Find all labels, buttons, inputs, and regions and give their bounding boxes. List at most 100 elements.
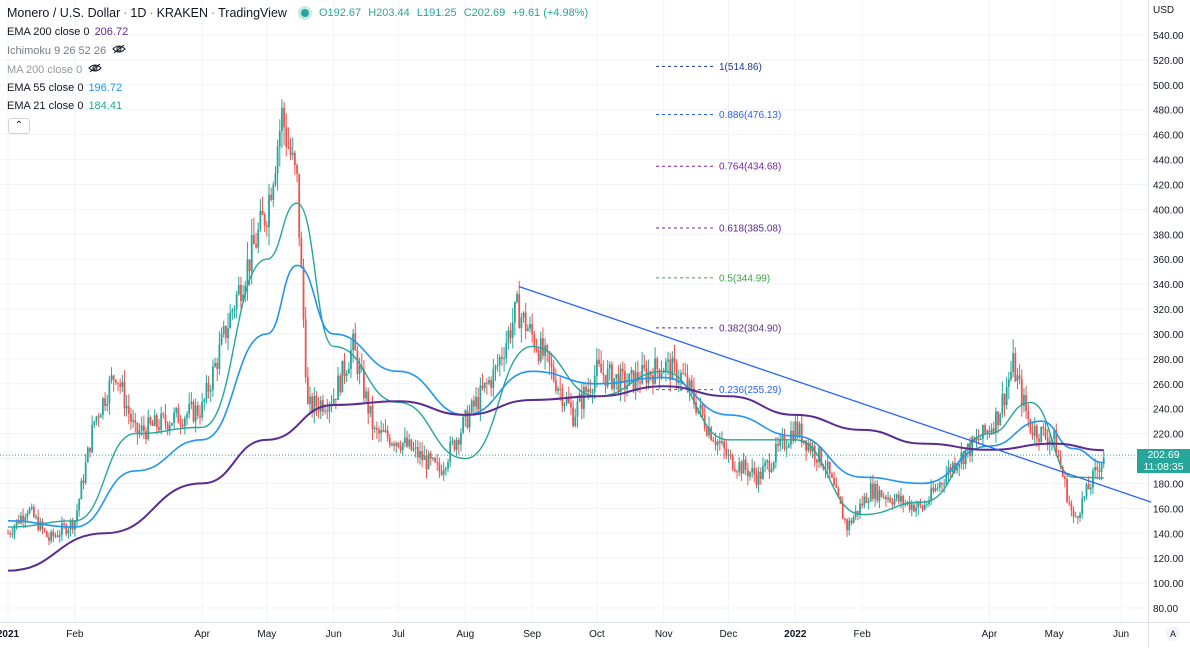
candle-body	[1044, 428, 1047, 438]
candle-body	[841, 503, 844, 519]
candle-body	[58, 534, 61, 537]
candle-body	[608, 364, 611, 369]
candle-body	[285, 127, 288, 147]
candle-body	[222, 326, 225, 335]
candle-body	[274, 173, 277, 185]
candle-body	[734, 469, 736, 472]
time-tick-label: Feb	[854, 629, 872, 640]
candle-body	[826, 461, 829, 470]
candle-body	[173, 412, 175, 423]
indicator-ichimoku[interactable]: Ichimoku 9 26 52 26	[7, 44, 126, 57]
candle-body	[291, 152, 294, 156]
auto-scale-button[interactable]: A	[1166, 627, 1180, 641]
candle-body	[358, 365, 361, 375]
candle-body	[684, 373, 687, 375]
candle-body	[958, 463, 961, 468]
candle-body	[938, 482, 941, 488]
interval-label[interactable]: 1D	[130, 6, 147, 20]
candle-body	[1094, 467, 1097, 471]
price-tick-label: 240.00	[1153, 405, 1184, 416]
candle-body	[498, 357, 501, 365]
candle-body	[805, 440, 807, 451]
candle-body	[205, 382, 208, 400]
candle-body	[975, 437, 978, 441]
price-tick-label: 140.00	[1153, 529, 1184, 540]
candle-body	[1014, 353, 1017, 382]
candle-body	[1098, 470, 1101, 472]
candle-body	[526, 328, 529, 331]
candle-body	[119, 383, 122, 387]
candle-body	[337, 375, 339, 400]
symbol-title[interactable]: Monero / U.S. Dollar	[7, 6, 121, 20]
candle-body	[658, 369, 661, 379]
candle-body	[341, 360, 344, 393]
indicator-ma200[interactable]: MA 200 close 0	[7, 63, 102, 76]
candle-body	[196, 405, 199, 416]
candle-body	[227, 327, 229, 339]
candle-body	[216, 362, 219, 369]
time-tick-label: Jul	[392, 629, 405, 640]
candle-body	[736, 471, 738, 473]
candle-body	[494, 366, 497, 370]
candle-body	[13, 526, 16, 534]
candle-body	[231, 310, 234, 313]
candle-body	[149, 417, 152, 424]
candle-body	[994, 411, 997, 433]
candle-body	[677, 381, 680, 383]
candle-body	[956, 467, 958, 471]
candle-body	[423, 455, 426, 460]
candle-body	[623, 371, 626, 390]
candle-body	[45, 531, 48, 538]
candle-body	[209, 390, 212, 392]
candle-body	[455, 439, 458, 450]
candle-body	[438, 462, 441, 472]
candle-body	[1012, 353, 1015, 373]
candle-body	[822, 465, 825, 469]
candle-body	[356, 350, 359, 375]
candle-body	[378, 429, 380, 434]
candle-body	[464, 410, 467, 417]
candle-body	[403, 437, 406, 443]
candle-body	[293, 152, 296, 165]
indicator-ema55[interactable]: EMA 55 close 0 196.72	[7, 82, 122, 94]
candle-body	[1005, 386, 1008, 405]
indicator-ema21[interactable]: EMA 21 close 0 184.41	[7, 100, 122, 112]
candle-body	[744, 459, 747, 470]
candle-body	[281, 107, 283, 132]
candle-body	[936, 487, 939, 489]
candle-body	[261, 210, 264, 215]
candle-body	[800, 423, 803, 443]
price-tick-label: 160.00	[1153, 504, 1184, 515]
candle-body	[611, 364, 613, 389]
candle-body	[93, 421, 96, 425]
candle-body	[496, 364, 499, 367]
candle-body	[695, 402, 697, 413]
candle-body	[626, 385, 628, 390]
candle-body	[971, 437, 974, 457]
hidden-eye-icon[interactable]	[112, 44, 126, 57]
candle-body	[442, 469, 445, 475]
candle-body	[453, 440, 456, 450]
candle-body	[742, 459, 745, 474]
candle-body	[447, 462, 449, 469]
candle-body	[915, 507, 917, 512]
candle-body	[919, 502, 922, 506]
candle-body	[757, 471, 760, 485]
candle-body	[419, 451, 421, 458]
candle-body	[787, 444, 790, 448]
candle-body	[537, 350, 540, 362]
candle-body	[917, 502, 920, 508]
ohlc-readout: O192.67 H203.44 L191.25 C202.69 +9.61 (+…	[319, 7, 592, 19]
candle-body	[576, 401, 579, 417]
hidden-eye-icon[interactable]	[88, 63, 102, 76]
candle-body	[891, 501, 894, 505]
collapse-legend-button[interactable]: ⌃	[8, 118, 30, 134]
candle-body	[783, 435, 786, 449]
time-tick-label: May	[1045, 629, 1064, 640]
candle-body	[451, 440, 454, 442]
candle-body	[80, 480, 83, 500]
indicator-ema200[interactable]: EMA 200 close 0 206.72	[7, 26, 128, 38]
candle-body	[712, 440, 715, 442]
candle-body	[925, 504, 928, 506]
